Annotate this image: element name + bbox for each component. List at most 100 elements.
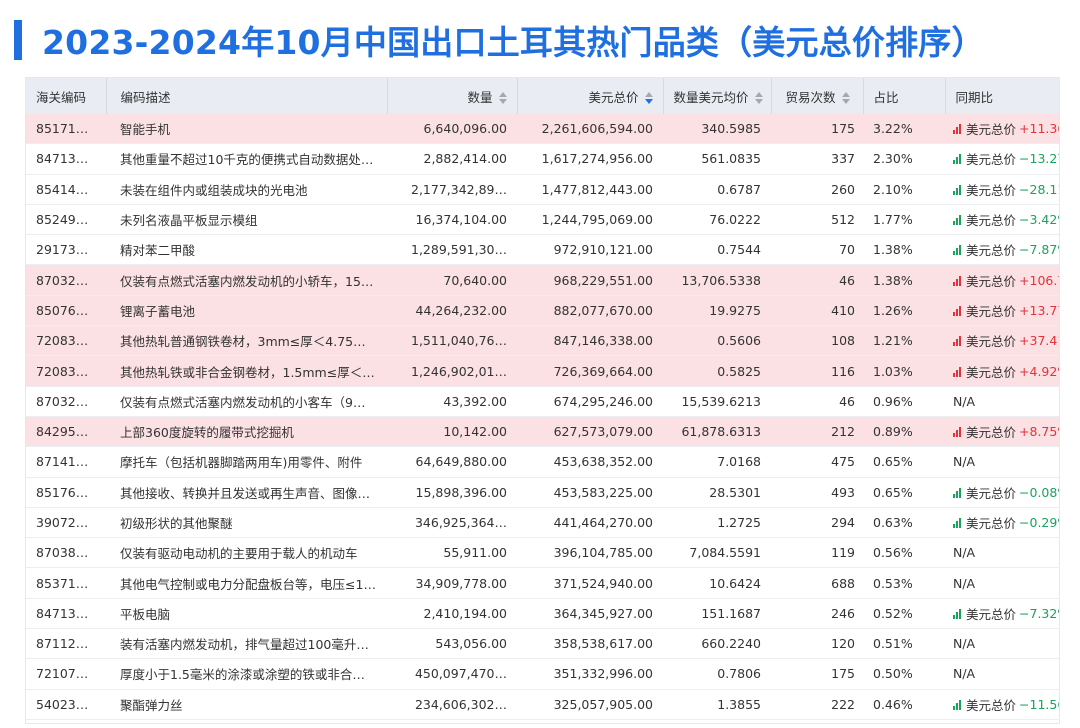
cell-avg: 0.6787 [663, 174, 771, 205]
yoy-label: 美元总价 [966, 606, 1017, 622]
table-row[interactable]: 85176299 其他接收、转换并且发送或再生声音、图像或… 15,898,396.… [26, 477, 1059, 508]
table-row[interactable]: 85371090 其他电气控制或电力分配盘板台等，电压≤1000V 34,909,7… [26, 567, 1059, 599]
cell-desc: 聚酯弹力丝 [106, 689, 387, 720]
header-count[interactable]: 贸易次数 [771, 78, 864, 114]
header-usd[interactable]: 美元总价 [517, 78, 664, 114]
cell-count: 46 [771, 264, 863, 296]
sort-desc-icon[interactable] [644, 92, 653, 104]
cell-count: 175 [771, 114, 863, 145]
cell-qty: 234,606,302… [387, 689, 517, 720]
trend-down-icon [953, 608, 962, 619]
cell-qty: 1,289,591,30… [387, 234, 517, 266]
cell-count: 260 [771, 174, 863, 205]
cell-qty: 15,898,396.00 [387, 477, 517, 508]
cell-share: 0.53% [863, 567, 945, 599]
cell-code: 85171300 [26, 114, 106, 145]
cell-code: 84713010 [26, 598, 106, 630]
cell-usd: 351,332,996.00 [517, 658, 663, 690]
cell-qty: 34,909,778.00 [387, 567, 517, 599]
cell-avg: 0.5825 [663, 355, 771, 387]
yoy-wrap: 美元总价+13.77% [953, 301, 1059, 320]
cell-avg: 61,878.6313 [663, 416, 771, 448]
cell-desc: 锂离子蓄电池 [106, 295, 387, 327]
trend-down-icon [953, 184, 962, 195]
cell-usd: 2,261,606,594.00 [517, 114, 663, 145]
table-row[interactable]: 85414200 未装在组件内或组装成块的光电池 2,177,342,89… 1,47… [26, 174, 1059, 205]
cell-code: 85371090 [26, 567, 106, 599]
cell-desc: 其他接收、转换并且发送或再生声音、图像或… [106, 477, 387, 508]
table-row[interactable]: 85249190 未列名液晶平板显示模组 16,374,104.00 1,244,79… [26, 204, 1059, 236]
cell-code: 85249190 [26, 204, 106, 236]
cell-qty: 2,177,342,89… [387, 174, 517, 205]
header-yoy: 同期比 [945, 78, 1059, 114]
yoy-label: 美元总价 [966, 364, 1017, 380]
cell-qty: 43,392.00 [387, 386, 517, 417]
cell-yoy: 美元总价+11.36% [945, 114, 1059, 145]
yoy-value: −0.29% [1019, 515, 1059, 530]
cell-share: 0.89% [863, 416, 945, 448]
table-row[interactable]: 85076000 锂离子蓄电池 44,264,232.00 882,077,670.0… [26, 295, 1059, 327]
table-row[interactable]: 84713090 其他重量不超过10千克的便携式自动数据处理… 2,882,414.… [26, 143, 1059, 175]
cell-code: 85076000 [26, 295, 106, 327]
cell-share: 0.52% [863, 598, 945, 630]
cell-yoy: 美元总价+106.79% [945, 264, 1059, 296]
table-row[interactable]: 72107010 厚度小于1.5毫米的涂漆或涂塑的铁或非合金钢… 450,097,4… [26, 658, 1059, 690]
table-row[interactable]: 87038000 仅装有驱动电动机的主要用于载人的机动车 55,911.00 396,… [26, 537, 1059, 569]
cell-count: 246 [771, 598, 863, 630]
cell-yoy: 美元总价+37.41% [945, 325, 1059, 357]
yoy-wrap: 美元总价−0.29% [953, 513, 1059, 532]
header-avg[interactable]: 数量美元均价 [663, 78, 772, 114]
cell-share: 0.96% [863, 386, 945, 417]
cell-desc: 精对苯二甲酸 [106, 234, 387, 266]
table-row[interactable]: 87032343 仅装有点燃式活塞内燃发动机的小客车（9座… 43,392.00 67… [26, 386, 1059, 417]
cell-count: 222 [771, 689, 863, 720]
title-accent-bar [14, 20, 22, 60]
cell-usd: 358,538,617.00 [517, 628, 663, 660]
cell-usd: 968,229,551.00 [517, 264, 663, 296]
table-row[interactable]: 87032341 仅装有点燃式活塞内燃发动机的小轿车，1500… 70,640.00… [26, 264, 1059, 296]
cell-desc: 仅装有点燃式活塞内燃发动机的小轿车，1500… [106, 264, 387, 296]
cell-avg: 0.7806 [663, 658, 771, 690]
yoy-value: −28.11% [1019, 181, 1059, 197]
table-row[interactable]: 84295212 上部360度旋转的履带式挖掘机 10,142.00 627,573,… [26, 416, 1059, 448]
data-table-container[interactable]: 海关编码 编码描述 数量 美元总价 数量美元均价 贸易次数 占比 同期比 851… [25, 77, 1060, 724]
cell-count: 212 [771, 416, 863, 448]
table-row[interactable]: 29173611 精对苯二甲酸 1,289,591,30… 972,910,121.0… [26, 234, 1059, 266]
sort-icon[interactable] [498, 92, 507, 104]
cell-count: 175 [771, 658, 863, 690]
table-row[interactable]: 87141000 摩托车（包括机器脚踏两用车)用零件、附件 64,649,880.0… [26, 446, 1059, 478]
cell-share: 1.21% [863, 325, 945, 357]
table-row[interactable]: 39072990 初级形状的其他聚醚 346,925,364… 441,464,270… [26, 507, 1059, 539]
trend-down-icon [953, 699, 962, 710]
cell-yoy: 美元总价+13.77% [945, 295, 1059, 327]
header-share-label: 占比 [873, 89, 899, 105]
cell-desc: 其他重量不超过10千克的便携式自动数据处理… [106, 143, 387, 175]
cell-count: 46 [771, 386, 863, 417]
header-code: 海关编码 [26, 78, 107, 114]
cell-share: 2.10% [863, 174, 945, 205]
header-qty[interactable]: 数量 [387, 78, 518, 114]
cell-qty: 64,649,880.00 [387, 446, 517, 478]
trend-up-icon [953, 123, 962, 135]
table-row[interactable]: 72083990 其他热轧铁或非合金钢卷材，1.5mm≤厚＜3mm 1,246,90… [26, 355, 1059, 387]
sort-icon[interactable] [754, 92, 763, 104]
cell-code: 87032341 [26, 264, 106, 296]
yoy-value: +13.77% [1019, 302, 1059, 318]
cell-yoy: 美元总价−7.32% [945, 598, 1059, 630]
table-row[interactable]: 87112020 装有活塞内燃发动机，排气量超过100毫升，… 543,056.00… [26, 628, 1059, 660]
table-row[interactable]: 54023310 聚酯弹力丝 234,606,302… 325,057,905.00 1… [26, 689, 1059, 720]
table-row[interactable]: 72083890 其他热轧普通钢铁卷材，3mm≤厚＜4.75mm 1,511,040… [26, 325, 1059, 357]
table-row[interactable]: 84713010 平板电脑 2,410,194.00 364,345,927.00 15… [26, 598, 1059, 630]
table-row[interactable]: 85171300 智能手机 6,640,096.00 2,261,606,594.00… [26, 114, 1059, 145]
yoy-value: +8.75% [1019, 424, 1059, 440]
cell-avg: 660.2240 [663, 628, 771, 660]
cell-desc: 智能手机 [106, 114, 387, 145]
cell-count: 70 [771, 234, 863, 266]
header-desc-label: 编码描述 [120, 89, 171, 105]
sort-icon[interactable] [841, 92, 850, 104]
yoy-value: N/A [953, 636, 976, 652]
yoy-wrap: 美元总价−0.08% [953, 483, 1059, 502]
cell-share: 0.56% [863, 537, 945, 569]
cell-avg: 19.9275 [663, 295, 771, 327]
cell-yoy: 美元总价−0.29% [945, 507, 1059, 539]
